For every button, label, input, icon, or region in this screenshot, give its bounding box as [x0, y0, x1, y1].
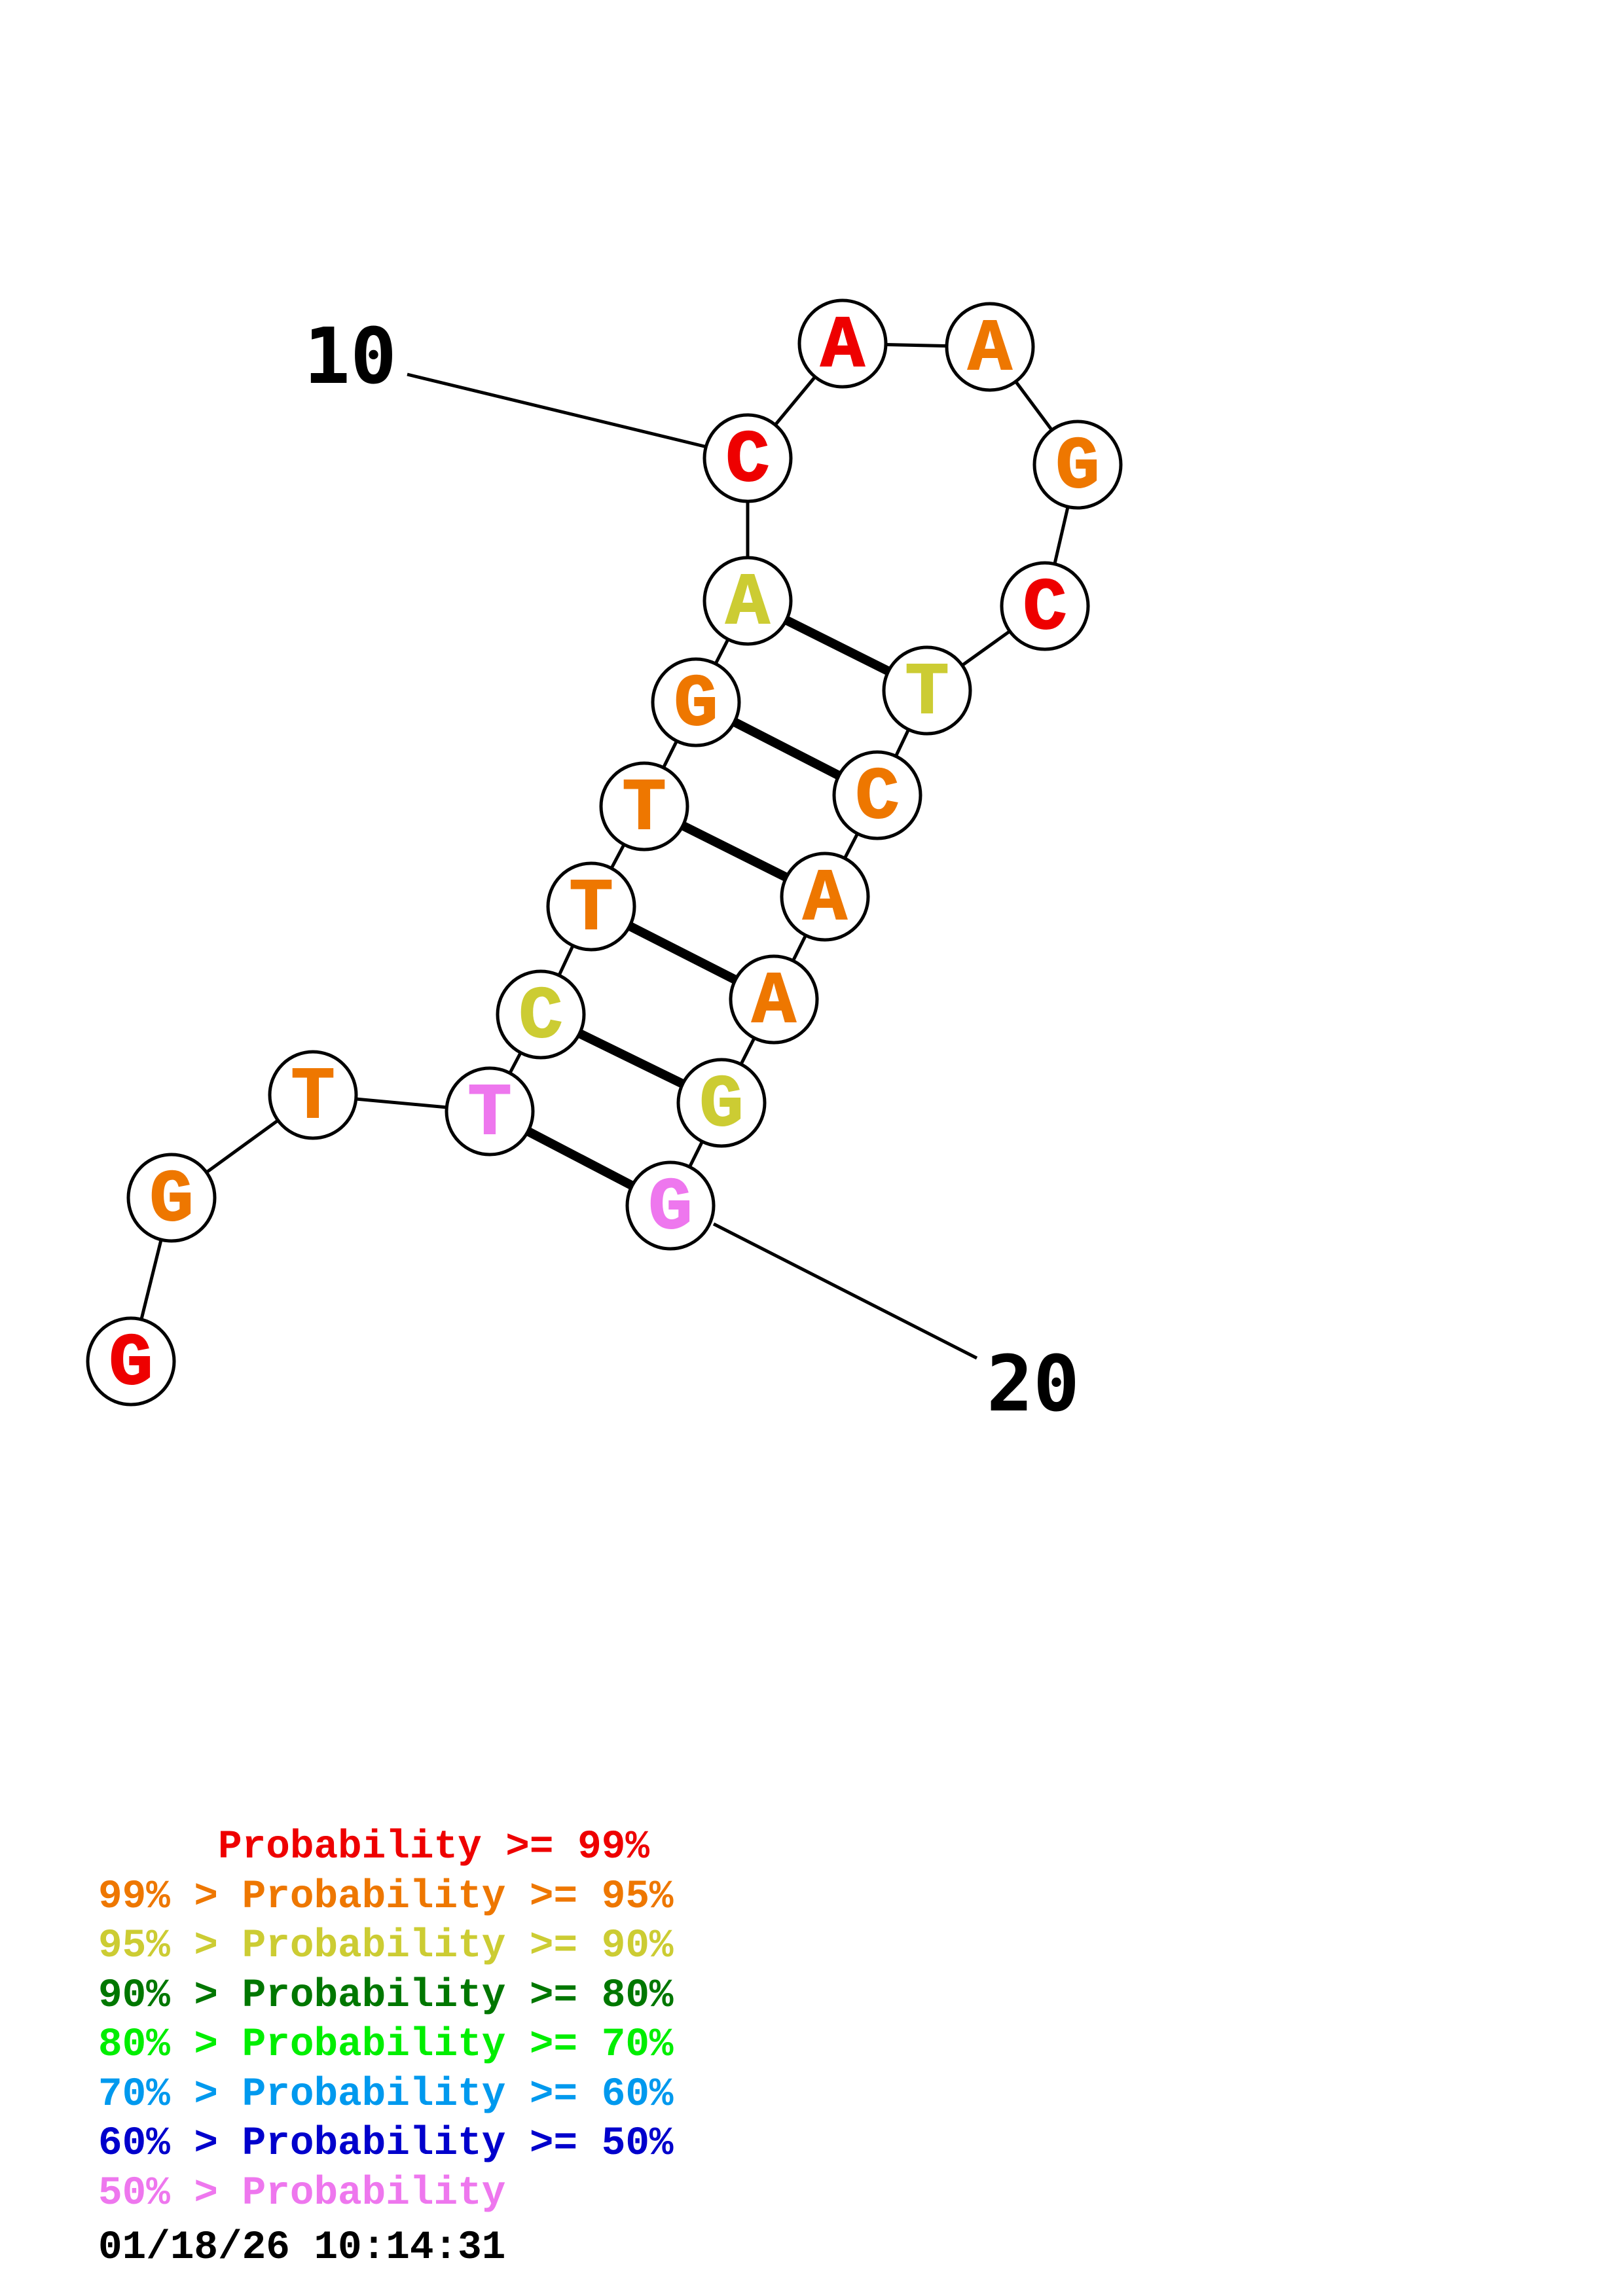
nucleotide-circle — [1032, 420, 1123, 510]
nucleotide-base: C — [1023, 567, 1067, 651]
nucleotide-circle — [1000, 561, 1090, 651]
nucleotide: G — [1032, 420, 1123, 510]
nucleotide-base: A — [803, 858, 847, 941]
nucleotide: A — [702, 556, 793, 646]
nucleotide: T — [882, 645, 972, 736]
nucleotide-base: A — [752, 961, 796, 1044]
nucleotide: G — [86, 1316, 176, 1407]
nucleotide: T — [268, 1050, 358, 1140]
nucleotide-base: G — [699, 1064, 743, 1147]
legend-row: 60% > Probability >= 50% — [98, 2121, 674, 2166]
nucleotide-circle — [126, 1153, 217, 1243]
timestamp: 01/18/26 10:14:31 — [98, 2225, 506, 2270]
nucleotide-base: A — [968, 308, 1012, 391]
nucleotide-base: G — [648, 1167, 692, 1250]
nucleotide: A — [945, 302, 1035, 392]
position-label: 20 — [987, 1338, 1080, 1429]
nucleotide-circle — [882, 645, 972, 736]
nucleotide: A — [780, 852, 870, 942]
nucleotide-circle — [599, 761, 689, 852]
nucleotide: C — [496, 969, 586, 1060]
nucleotide-base: C — [725, 420, 769, 503]
legend-row: 99% > Probability >= 95% — [98, 1874, 674, 1920]
nucleotide-circle — [780, 852, 870, 942]
legend-row: 50% > Probability — [98, 2170, 506, 2216]
nucleotide-base: G — [1055, 426, 1099, 509]
nucleotide-circle — [797, 298, 888, 389]
position-labels: 10 20 — [304, 311, 1080, 1429]
nucleotide-circle — [832, 750, 922, 840]
nucleotide: G — [676, 1058, 767, 1148]
nucleotide: T — [445, 1066, 535, 1157]
legend-row: 90% > Probability >= 80% — [98, 1973, 674, 2018]
nucleotide-circle — [729, 954, 819, 1045]
nucleotide: C — [702, 413, 793, 503]
nucleotide-circle — [702, 413, 793, 503]
nucleotide: A — [797, 298, 888, 389]
nucleotide: G — [625, 1160, 716, 1251]
nucleotide: G — [126, 1153, 217, 1243]
nucleotide-circle — [676, 1058, 767, 1148]
nucleotide-base: T — [291, 1056, 335, 1139]
nucleotide-base: A — [725, 562, 770, 645]
nucleotide-base: T — [622, 768, 666, 851]
nucleotide-circle — [86, 1316, 176, 1407]
nucleotide-base: T — [467, 1073, 511, 1156]
nucleotide-circle — [496, 969, 586, 1060]
backbone — [129, 342, 1080, 1362]
nucleotide: C — [1000, 561, 1090, 651]
nucleotide-circle — [945, 302, 1035, 392]
nucleotide-base: G — [674, 664, 718, 747]
nucleotide-circle — [702, 556, 793, 646]
nucleotide: T — [546, 861, 636, 952]
nucleotide-base: A — [820, 305, 865, 388]
nucleotide-base: G — [109, 1323, 153, 1406]
nucleotide-circle — [546, 861, 636, 952]
legend-row: 95% > Probability >= 90% — [98, 1924, 674, 1969]
nucleotide-base: G — [149, 1159, 193, 1242]
nucleotide: C — [832, 750, 922, 840]
nucleotide: T — [599, 761, 689, 852]
position-label-leader — [712, 1222, 978, 1360]
nucleotide-circle — [651, 657, 741, 747]
nucleotide-base: C — [519, 976, 562, 1059]
probability-legend: Probability >= 99% 99% > Probability >= 9… — [98, 1823, 674, 2218]
legend-row: 80% > Probability >= 70% — [98, 2022, 674, 2068]
legend-row: Probability >= 99% — [98, 1825, 649, 1870]
nucleotide: G — [651, 657, 741, 747]
nucleotide-circle — [445, 1066, 535, 1157]
nucleotide-circle — [625, 1160, 716, 1251]
position-label: 10 — [304, 311, 397, 401]
nucleotide-circle — [268, 1050, 358, 1140]
nucleotide-base: T — [569, 868, 613, 951]
nucleotide: A — [729, 954, 819, 1045]
nucleotide-base: C — [855, 757, 899, 840]
legend-row: 70% > Probability >= 60% — [98, 2072, 674, 2117]
position-label-leader — [407, 372, 708, 449]
nucleotide-base: T — [905, 652, 949, 735]
